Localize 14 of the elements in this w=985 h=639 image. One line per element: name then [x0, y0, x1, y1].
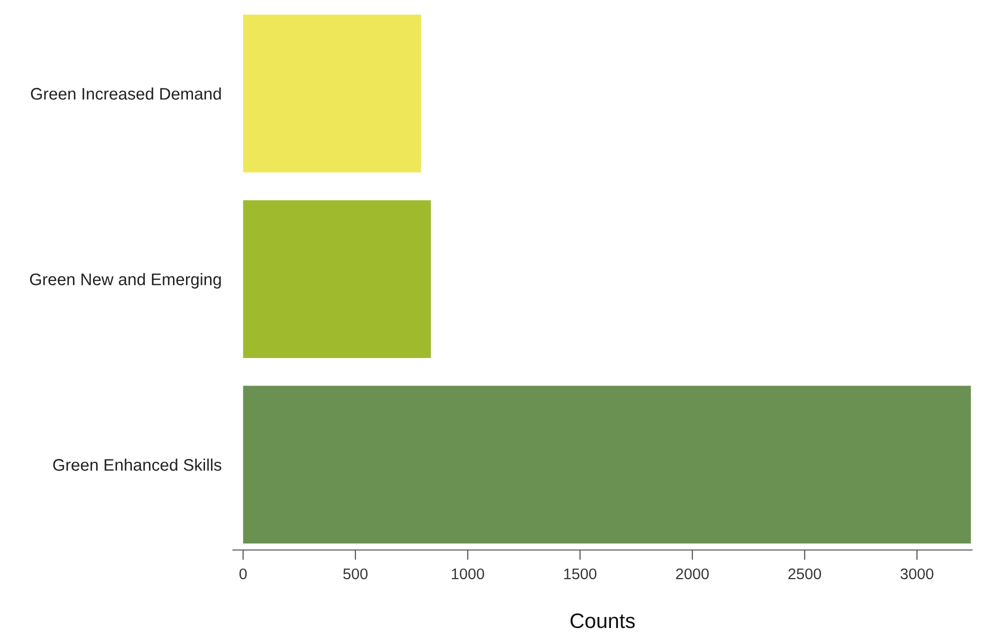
- y-tick-label: Green Enhanced Skills: [53, 458, 222, 471]
- x-tick-label: 0: [239, 568, 247, 580]
- x-axis-title: Counts: [570, 613, 635, 628]
- x-tick-label: 3000: [900, 568, 934, 580]
- x-tick-label: 1500: [564, 568, 596, 580]
- bar: [243, 14, 422, 172]
- bar: [243, 200, 431, 358]
- x-tick-label: 500: [343, 568, 368, 580]
- bar: [243, 386, 971, 544]
- x-tick-label: 2000: [676, 568, 709, 580]
- x-tick-label: 1000: [452, 568, 484, 580]
- y-tick-label: Green Increased Demand: [30, 87, 221, 100]
- x-tick-label: 2500: [788, 568, 822, 580]
- y-tick-label: Green New and Emerging: [30, 273, 221, 289]
